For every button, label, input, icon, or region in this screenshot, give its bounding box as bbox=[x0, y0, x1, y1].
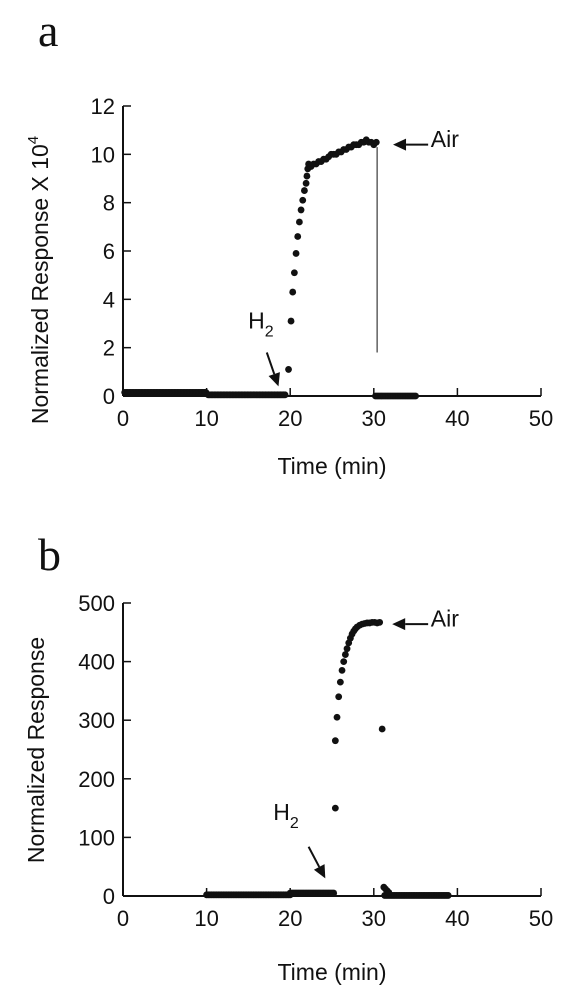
arrow-head bbox=[268, 372, 280, 387]
data-point bbox=[343, 645, 351, 653]
y-axis-label-a: Normalized Response X 104 bbox=[25, 136, 53, 424]
x-tick-label: 20 bbox=[278, 906, 302, 931]
y-tick-label: 12 bbox=[91, 94, 115, 119]
y-tick-label: 8 bbox=[103, 191, 115, 216]
data-point bbox=[331, 737, 339, 745]
x-tick-label: 0 bbox=[117, 906, 129, 931]
data-point bbox=[331, 804, 339, 812]
baseline-point bbox=[412, 392, 419, 400]
x-tick-label: 20 bbox=[278, 406, 302, 431]
data-point bbox=[290, 269, 298, 277]
y-axis-label-b: Normalized Response bbox=[23, 637, 49, 863]
data-point bbox=[340, 658, 348, 665]
data-point bbox=[299, 196, 307, 204]
x-tick-label: 10 bbox=[194, 406, 218, 431]
x-tick-label: 40 bbox=[445, 906, 469, 931]
annotation-arrow bbox=[307, 846, 321, 868]
x-tick-label: 40 bbox=[445, 406, 469, 431]
data-point bbox=[378, 725, 386, 733]
y-tick-label: 2 bbox=[103, 336, 115, 361]
y-tick-label: 10 bbox=[91, 142, 115, 167]
data-point bbox=[287, 317, 295, 325]
data-point bbox=[376, 618, 384, 626]
data-point bbox=[303, 172, 311, 180]
y-tick-label: 0 bbox=[103, 884, 115, 909]
data-point bbox=[336, 678, 344, 686]
x-tick-label: 30 bbox=[362, 906, 386, 931]
data-point bbox=[338, 666, 346, 674]
x-axis-label-b: Time (min) bbox=[277, 959, 386, 985]
data-point bbox=[295, 218, 303, 226]
data-point bbox=[289, 288, 297, 296]
baseline-point bbox=[330, 889, 338, 897]
y-tick-label: 4 bbox=[103, 287, 115, 312]
arrow-head bbox=[392, 618, 406, 631]
annotation-label: Air bbox=[431, 126, 459, 152]
data-point bbox=[294, 233, 302, 240]
data-point bbox=[292, 250, 300, 257]
x-tick-label: 50 bbox=[529, 906, 553, 931]
panel-label-a: a bbox=[38, 5, 58, 56]
x-tick-label: 50 bbox=[529, 406, 553, 431]
x-tick-label: 30 bbox=[362, 406, 386, 431]
panel-label-b: b bbox=[38, 529, 61, 580]
annotation-arrow bbox=[265, 352, 276, 375]
y-tick-label: 500 bbox=[78, 591, 115, 616]
x-axis-label-a: Time (min) bbox=[277, 453, 386, 479]
y-tick-label: 200 bbox=[78, 767, 115, 792]
x-tick-label: 0 bbox=[117, 406, 129, 431]
arrow-head bbox=[313, 864, 326, 879]
baseline-point bbox=[281, 391, 289, 399]
data-point bbox=[302, 179, 310, 187]
y-tick-label: 6 bbox=[103, 239, 115, 264]
data-point bbox=[301, 187, 308, 194]
y-tick-label: 400 bbox=[78, 650, 115, 675]
y-tick-label: 100 bbox=[78, 825, 115, 850]
baseline-point bbox=[444, 892, 452, 899]
data-point bbox=[341, 651, 349, 658]
annotation-label: H2 bbox=[248, 307, 274, 340]
data-point bbox=[335, 693, 343, 701]
data-point bbox=[297, 206, 305, 214]
data-point bbox=[372, 138, 380, 146]
arrow-head bbox=[393, 138, 407, 151]
annotation-label: Air bbox=[431, 605, 459, 631]
data-point bbox=[333, 713, 341, 721]
annotation-label: H2 bbox=[273, 799, 299, 832]
data-point bbox=[385, 889, 393, 896]
chart-a: a 0 10 20 30 40 50 0 2 4 6 8 10 12 H2 Air Time (min) N… bbox=[25, 5, 553, 479]
data-point bbox=[285, 366, 292, 373]
y-axis-label-a-text: Normalized Response X 10 bbox=[27, 144, 53, 424]
y-tick-label: 0 bbox=[103, 384, 115, 409]
y-axis-label-a-exponent: 4 bbox=[25, 136, 42, 144]
x-tick-label: 10 bbox=[194, 906, 218, 931]
y-tick-label: 300 bbox=[78, 708, 115, 733]
